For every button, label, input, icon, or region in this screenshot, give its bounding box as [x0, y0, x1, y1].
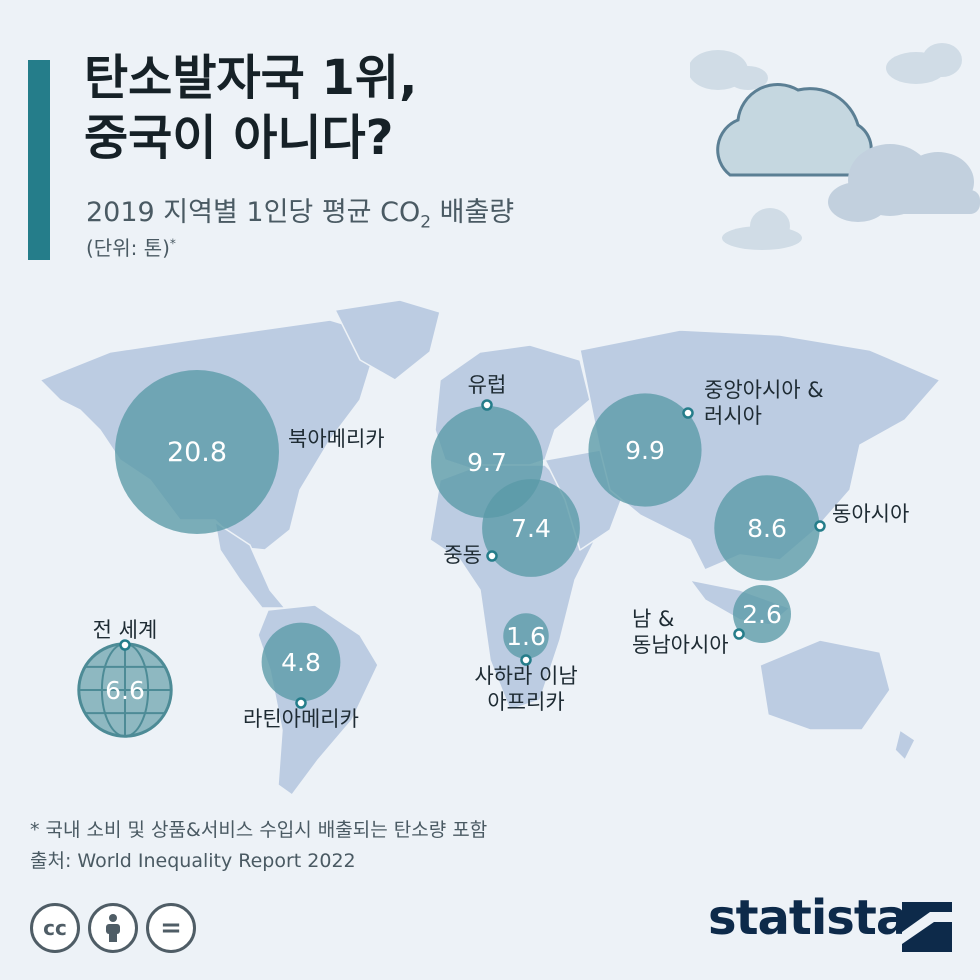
category-label-line-5-1: 동남아시아 — [632, 633, 729, 657]
label-marker-dot-6 — [520, 654, 532, 666]
data-bubble-4 — [714, 475, 820, 581]
category-label-line-4-0: 동아시아 — [832, 502, 909, 526]
data-label-5: 2.6 — [742, 600, 782, 629]
data-bubble-2 — [588, 393, 702, 507]
statista-logo-icon — [902, 902, 952, 952]
category-label-line-0-0: 북아메리카 — [288, 427, 385, 451]
greenland-shape — [334, 299, 441, 381]
cloud-illustration — [690, 43, 980, 250]
person-icon — [106, 914, 120, 942]
accent-bar — [28, 60, 50, 260]
category-label-line-6-0: 사하라 이남 — [474, 664, 577, 688]
subtitle-main: 2019 지역별 1인당 평균 CO — [86, 197, 421, 228]
label-marker-dot-8 — [119, 639, 131, 651]
data-label-0: 20.8 — [167, 437, 227, 468]
page-title: 탄소발자국 1위, 중국이 아니다? — [84, 48, 417, 168]
no-derivatives-label: = — [160, 913, 182, 943]
bubble-유럽-label: 유럽 — [468, 373, 507, 397]
attribution-icon[interactable] — [88, 903, 138, 953]
data-label-7: 4.8 — [281, 648, 321, 677]
category-label-line-2-0: 중앙아시아 & — [704, 378, 824, 402]
label-marker-dot-5 — [733, 628, 745, 640]
globe-grid — [78, 642, 172, 738]
data-label-6: 1.6 — [506, 622, 546, 651]
footnote: * 국내 소비 및 상품&서비스 수입시 배출되는 탄소량 포함 — [30, 819, 488, 841]
category-label-line-7-0: 라틴아메리카 — [243, 707, 359, 731]
bubble-group-3: 7.4 중동 — [443, 479, 580, 577]
category-label-line-3-0: 중동 — [443, 543, 482, 567]
bubble-group-0: 20.8 북아메리카 — [115, 370, 385, 534]
central-america-shape — [214, 521, 286, 609]
category-label-line-5-0: 남 & — [632, 607, 674, 631]
bubble-group-6: 1.6 사하라 이남 아프리카 — [474, 613, 578, 714]
data-bubble-3 — [482, 479, 580, 577]
data-label-3: 7.4 — [511, 514, 551, 543]
bubble-중동-label: 중동 — [443, 543, 482, 567]
label-marker-dot-2 — [682, 407, 694, 419]
cc-license-label: cc — [43, 916, 67, 940]
bubble-group-2: 9.9 중앙아시아 & 러시아 — [588, 378, 824, 507]
bubble-동아시아-label: 동아시아 — [832, 502, 909, 526]
label-marker-dot-4 — [814, 520, 826, 532]
category-label-line-2-1: 러시아 — [704, 404, 762, 428]
unit-label: (단위: 톤)* — [86, 232, 176, 261]
data-bubble-7 — [261, 622, 341, 702]
statista-logo-text[interactable]: statista — [708, 890, 908, 946]
bubble-사하라-이남-아프리카-label: 사하라 이남 아프리카 — [474, 664, 577, 714]
data-bubble-6 — [503, 613, 549, 659]
bubble-group-5: 2.6 남 & 동남아시아 — [632, 585, 791, 657]
australia-shape — [759, 639, 891, 731]
data-label-4: 8.6 — [747, 514, 787, 543]
title-line-2: 중국이 아니다? — [84, 110, 394, 166]
data-label-1: 9.7 — [467, 448, 507, 477]
data-label-8: 6.6 — [105, 676, 145, 705]
bubble-북아메리카-label: 북아메리카 — [288, 427, 385, 451]
bubble-group-8: 6.6 전 세계 — [77, 618, 173, 738]
unit-text: (단위: 톤) — [86, 236, 170, 260]
bubble-남-동남아시아-label: 남 & 동남아시아 — [632, 607, 729, 657]
no-derivatives-icon[interactable]: = — [146, 903, 196, 953]
bubble-전-세계-label: 전 세계 — [93, 618, 158, 642]
bubble-group-4: 8.6 동아시아 — [714, 475, 909, 581]
source-note: 출처: World Inequality Report 2022 — [30, 850, 356, 872]
data-bubble-0 — [115, 370, 279, 534]
category-label-line-1-0: 유럽 — [468, 373, 507, 397]
bubble-중앙아시아-러시아-label: 중앙아시아 & 러시아 — [704, 378, 824, 428]
title-line-1: 탄소발자국 1위, — [84, 50, 418, 106]
label-marker-dot-3 — [486, 550, 498, 562]
data-label-2: 9.9 — [625, 436, 665, 465]
cc-license-icon[interactable]: cc — [30, 903, 80, 953]
category-label-line-6-1: 아프리카 — [487, 690, 564, 714]
bubble-group-7: 4.8 라틴아메리카 — [243, 622, 359, 731]
data-bubble-5 — [733, 585, 791, 643]
label-marker-dot-1 — [481, 399, 493, 411]
label-marker-dot-7 — [295, 697, 307, 709]
bubble-라틴아메리카-label: 라틴아메리카 — [243, 707, 359, 731]
new-zealand-shape — [894, 729, 916, 761]
subtitle: 2019 지역별 1인당 평균 CO2 배출량 — [86, 190, 514, 232]
unit-footnote-mark: * — [169, 236, 176, 251]
subtitle-end: 배출량 — [431, 197, 515, 228]
category-label-line-8-0: 전 세계 — [93, 618, 158, 642]
subtitle-subscript: 2 — [420, 212, 432, 233]
